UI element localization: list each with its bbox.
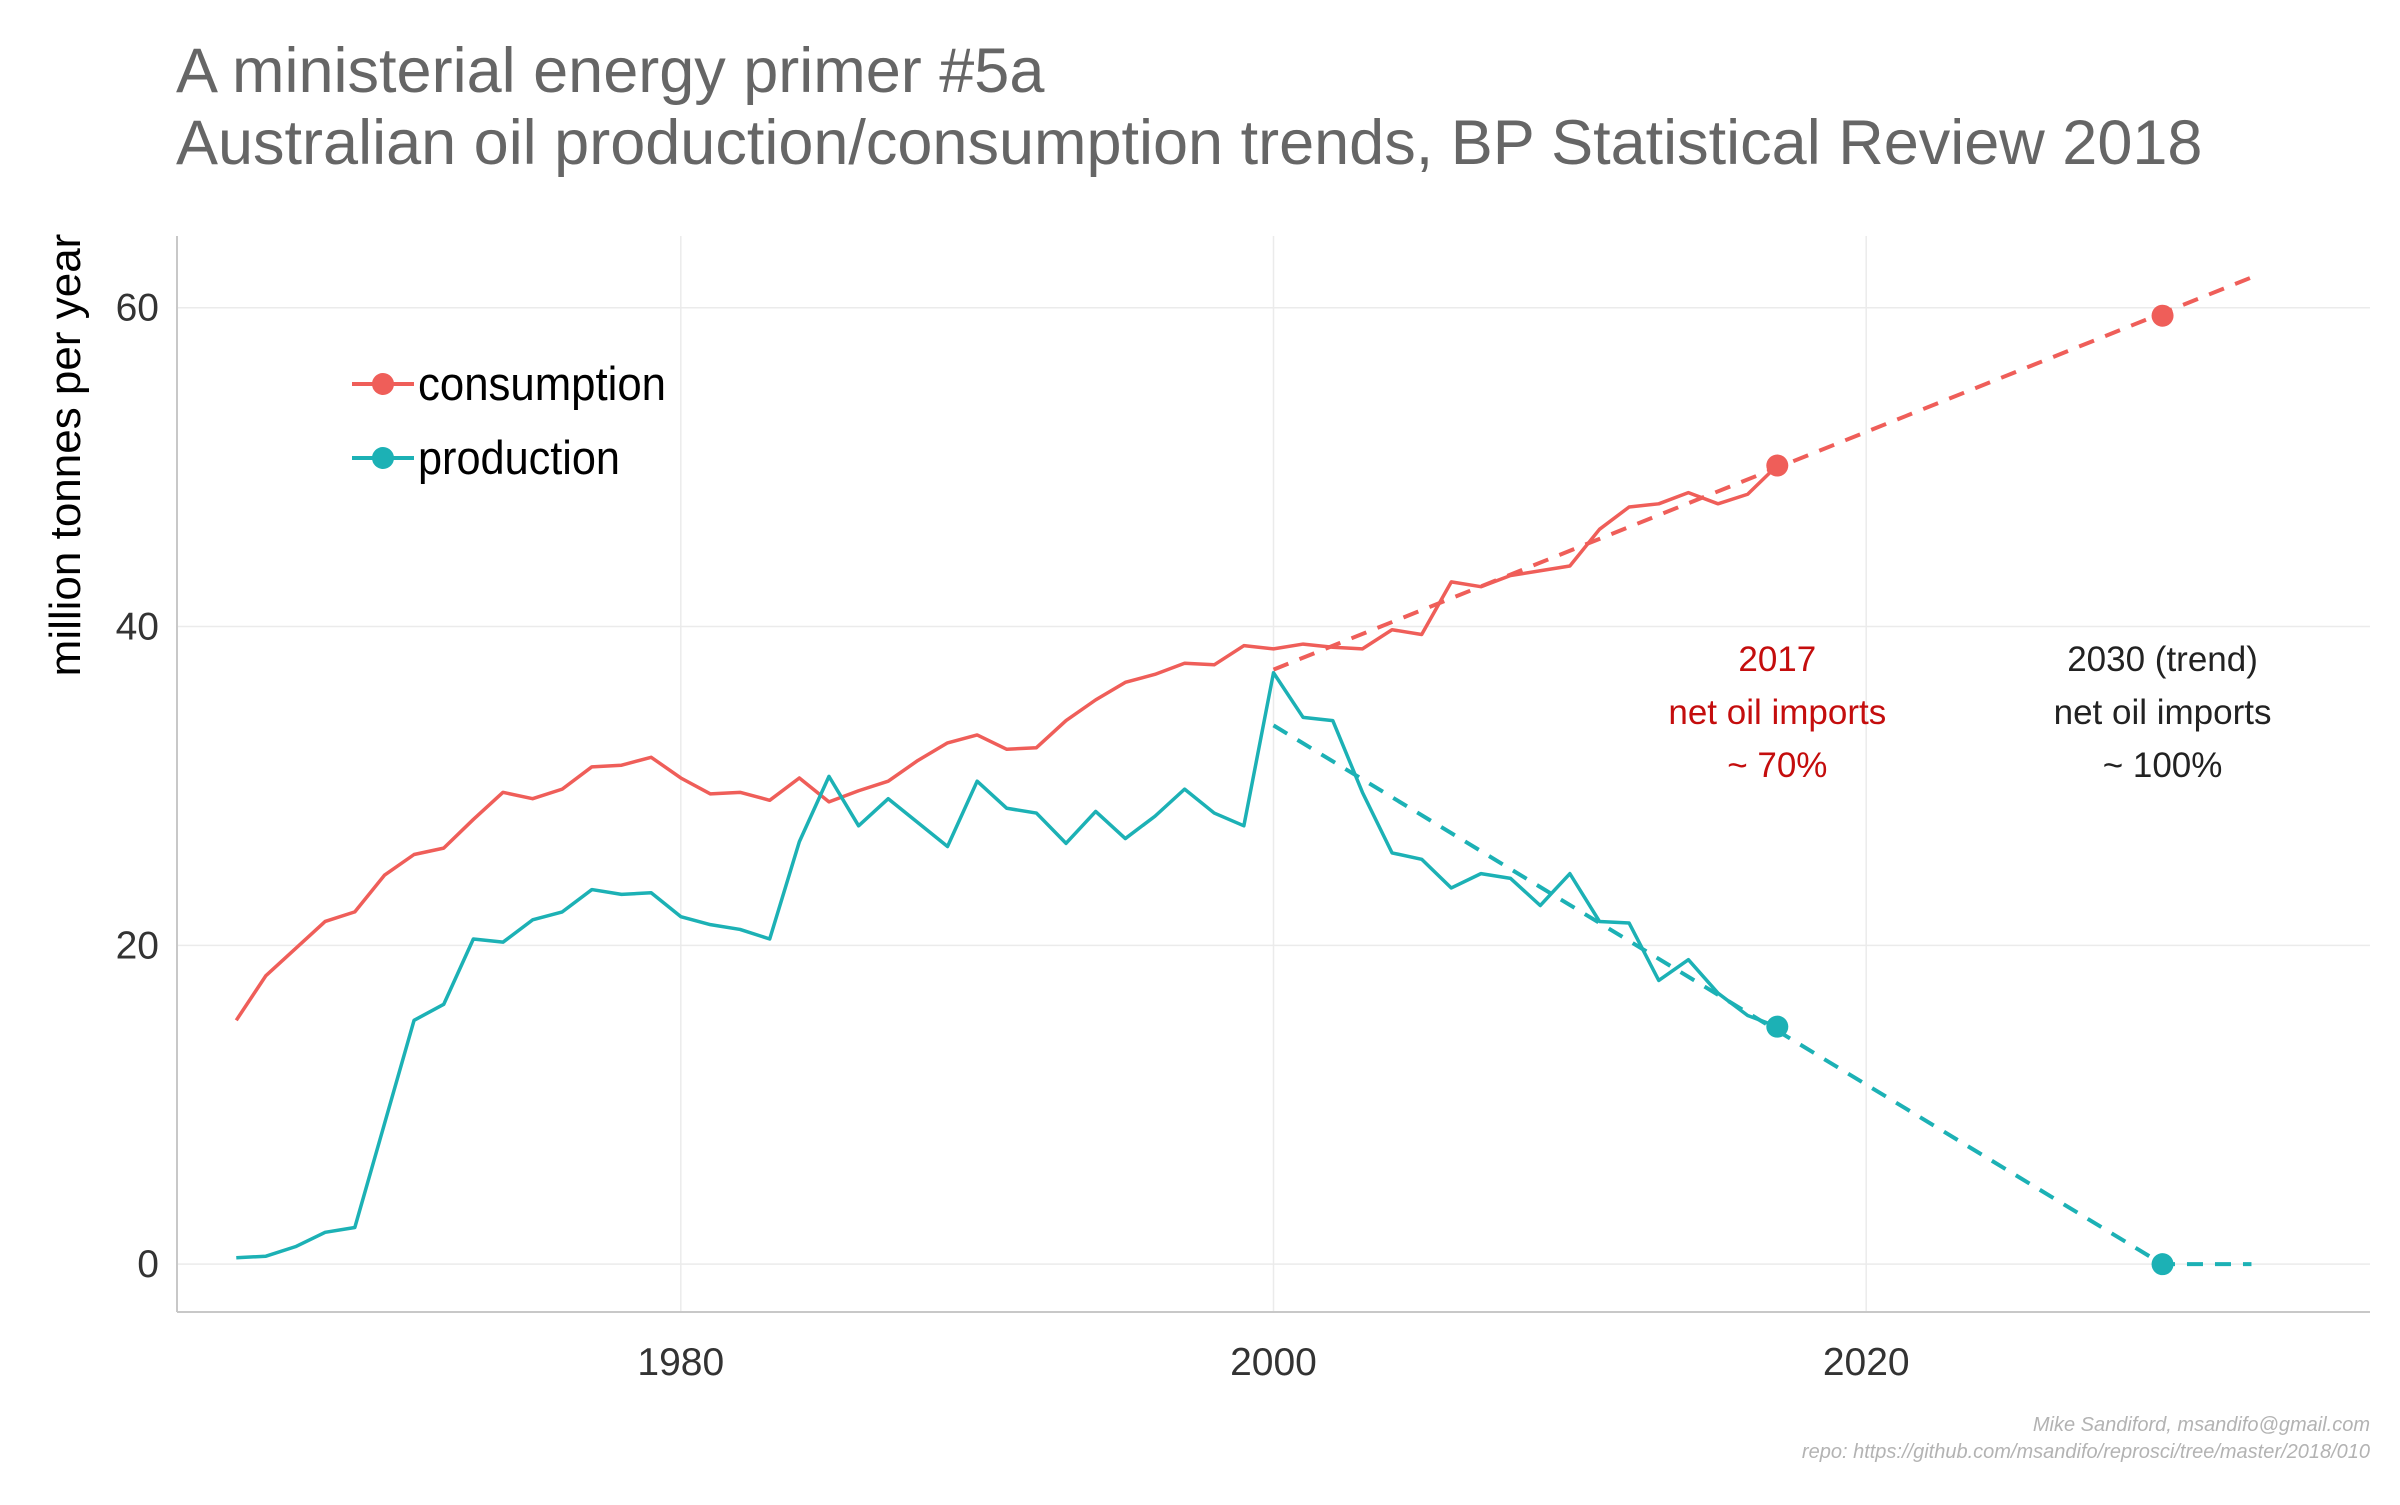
annotation-1-line-0: 2030 (trend) [2067,640,2258,679]
annotation-0-line-0: 2017 [1738,640,1816,679]
annotation-0-line-1: net oil imports [1668,693,1886,732]
marker-production-2030 [2151,1253,2174,1276]
axes-layer: 0 20 40 60 1980 2000 2020 [116,236,2370,1384]
series-line-production [236,671,1778,1260]
legend-item-consumption: consumption [352,357,666,410]
marker-consumption-2030 [2151,304,2174,327]
credit-line-2: repo: https://github.com/msandifo/repros… [1802,1441,2370,1463]
series-layer [234,464,1779,1260]
x-tick-label-2000: 2000 [1230,1341,1317,1384]
y-axis-label: million tonnes per year [41,234,90,677]
series-line-consumption [234,464,1779,1022]
chart-title: A ministerial energy primer #5a [176,36,1045,106]
legend: consumption production [352,357,666,484]
chart-subtitle: Australian oil production/consumption tr… [176,108,2202,178]
legend-label-consumption: consumption [418,357,666,410]
marker-consumption-2017 [1766,454,1789,477]
annotation-1-line-2: ~ 100% [2103,746,2223,785]
credit-line-1: Mike Sandiford, msandifo@gmail.com [2033,1414,2370,1436]
annotation-layer: 2017 net oil imports ~ 70% 2030 (trend) net … [1668,640,2271,785]
y-tick-label-0: 0 [137,1243,159,1286]
annotation-0-line-2: ~ 70% [1727,746,1827,785]
trend-line-production [1272,723,2252,1267]
legend-dot-production [372,447,394,469]
y-tick-label-20: 20 [116,924,159,967]
legend-item-production: production [352,431,620,484]
annotation-1-line-1: net oil imports [2054,693,2272,732]
x-tick-label-2020: 2020 [1823,1341,1910,1384]
grid-layer [177,236,2370,1312]
trend-line-consumption [1272,275,2253,672]
legend-dot-consumption [372,373,394,395]
marker-layer [1766,304,2174,1276]
marker-production-2017 [1766,1015,1789,1038]
x-tick-label-1980: 1980 [637,1341,724,1384]
y-tick-label-60: 60 [116,287,159,330]
y-tick-label-40: 40 [116,606,159,649]
legend-label-production: production [418,431,620,484]
